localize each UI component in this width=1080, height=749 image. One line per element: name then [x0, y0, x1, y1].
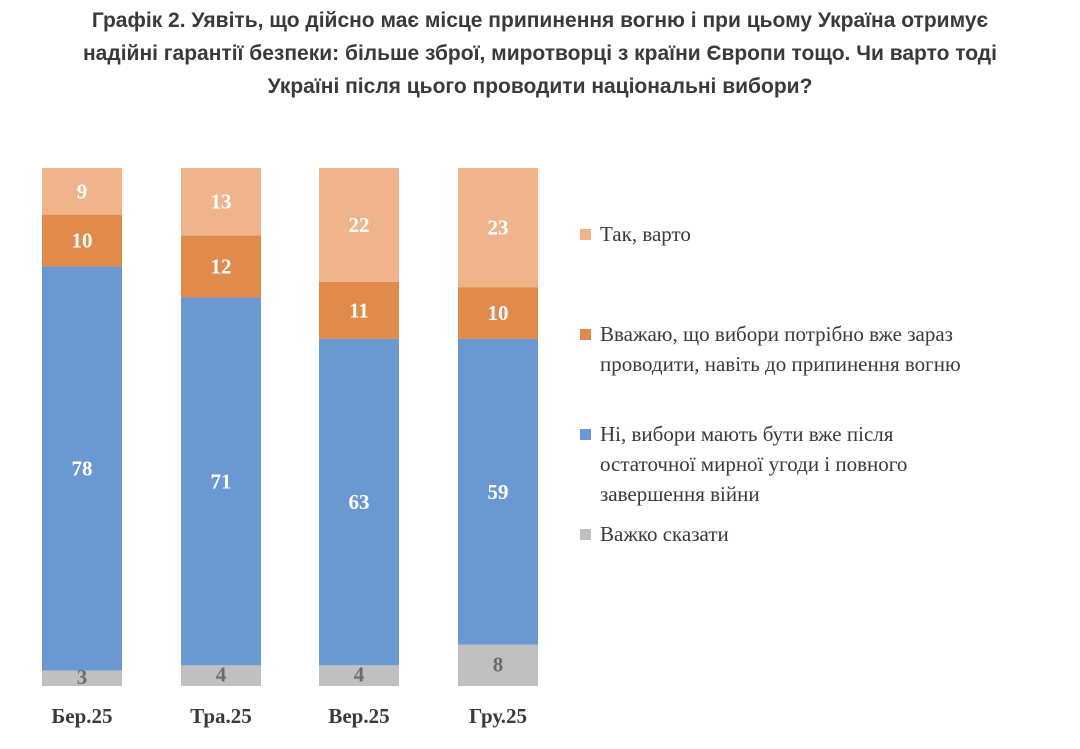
legend-label-2-line-1: остаточної мирної угоди і повного: [600, 452, 907, 476]
data-label-Вер.25-s1: 63: [349, 490, 370, 514]
chart-title-line-1: Графік 2. Уявіть, що дійсно має місце пр…: [91, 9, 989, 32]
bar-segment-Бер.25-s0: [42, 670, 122, 686]
legend-swatch-2: [580, 429, 591, 440]
bar-segment-Бер.25-s2: [42, 214, 122, 267]
bar-segment-Бер.25-s3: [42, 168, 122, 215]
legend-swatch-0: [580, 229, 591, 240]
bar-segment-Вер.25-s1: [319, 338, 399, 666]
data-label-Вер.25-s2: 11: [349, 298, 369, 322]
bar-segment-Вер.25-s2: [319, 281, 399, 339]
legend-label-1-line-0: Вважаю, що вибори потрібно вже зараз: [600, 322, 953, 346]
data-label-Гру.25-s1: 59: [488, 480, 509, 504]
data-label-Гру.25-s3: 23: [488, 216, 509, 240]
data-label-Бер.25-s3: 9: [77, 179, 88, 203]
data-label-Тра.25-s3: 13: [211, 190, 232, 214]
bar-segment-Бер.25-s1: [42, 266, 122, 671]
legend-label-2-line-2: завершення війни: [600, 482, 760, 506]
data-label-Бер.25-s0: 3: [77, 665, 88, 689]
bar-segment-Гру.25-s1: [458, 338, 538, 645]
data-label-Тра.25-s0: 4: [216, 663, 227, 687]
data-label-Бер.25-s1: 78: [72, 456, 93, 480]
bar-segment-Вер.25-s3: [319, 168, 399, 282]
chart-title: Графік 2. Уявіть, що дійсно має місце пр…: [0, 4, 1080, 103]
bar-segment-Тра.25-s0: [181, 665, 261, 686]
category-label-Бер.25: Бер.25: [51, 704, 112, 728]
category-label-Гру.25: Гру.25: [469, 704, 527, 728]
bar-segment-Вер.25-s0: [319, 665, 399, 686]
data-label-Вер.25-s0: 4: [354, 663, 365, 687]
data-label-Тра.25-s1: 71: [211, 469, 232, 493]
data-label-Тра.25-s2: 12: [211, 254, 232, 278]
data-label-Вер.25-s3: 22: [349, 213, 370, 237]
bar-segment-Тра.25-s3: [181, 168, 261, 236]
bar-segment-Гру.25-s0: [458, 644, 538, 686]
legend: Так, варто Вважаю, що вибори потрібно вже…: [580, 222, 961, 546]
legend-label-3-line-0: Важко сказати: [600, 522, 729, 546]
legend-swatch-3: [580, 529, 591, 540]
category-labels-group: Бер.25 Тра.25 Вер.25 Гру.25: [51, 704, 527, 728]
legend-label-1-line-1: проводити, навіть до припинення вогню: [600, 352, 961, 376]
data-label-Гру.25-s0: 8: [493, 652, 504, 676]
category-label-Тра.25: Тра.25: [190, 704, 252, 728]
bar-segment-Тра.25-s2: [181, 235, 261, 298]
legend-label-2-line-0: Ні, вибори мають бути вже після: [600, 422, 894, 446]
bar-segment-Гру.25-s3: [458, 168, 538, 288]
bars-group: 3 78 10 9 4 71 12 13 4 63 11 22 8 59 10 23: [42, 168, 538, 689]
bar-segment-Тра.25-s1: [181, 297, 261, 666]
data-label-Бер.25-s2: 10: [72, 229, 93, 253]
bar-segment-Гру.25-s2: [458, 287, 538, 339]
chart-title-line-3: Україні після цього проводити національн…: [267, 75, 813, 98]
chart-title-line-2: надійні гарантії безпеки: більше зброї, …: [83, 42, 997, 65]
legend-swatch-1: [580, 329, 591, 340]
data-label-Гру.25-s2: 10: [488, 301, 509, 325]
legend-label-0-line-0: Так, варто: [600, 222, 691, 246]
category-label-Вер.25: Вер.25: [328, 704, 389, 728]
